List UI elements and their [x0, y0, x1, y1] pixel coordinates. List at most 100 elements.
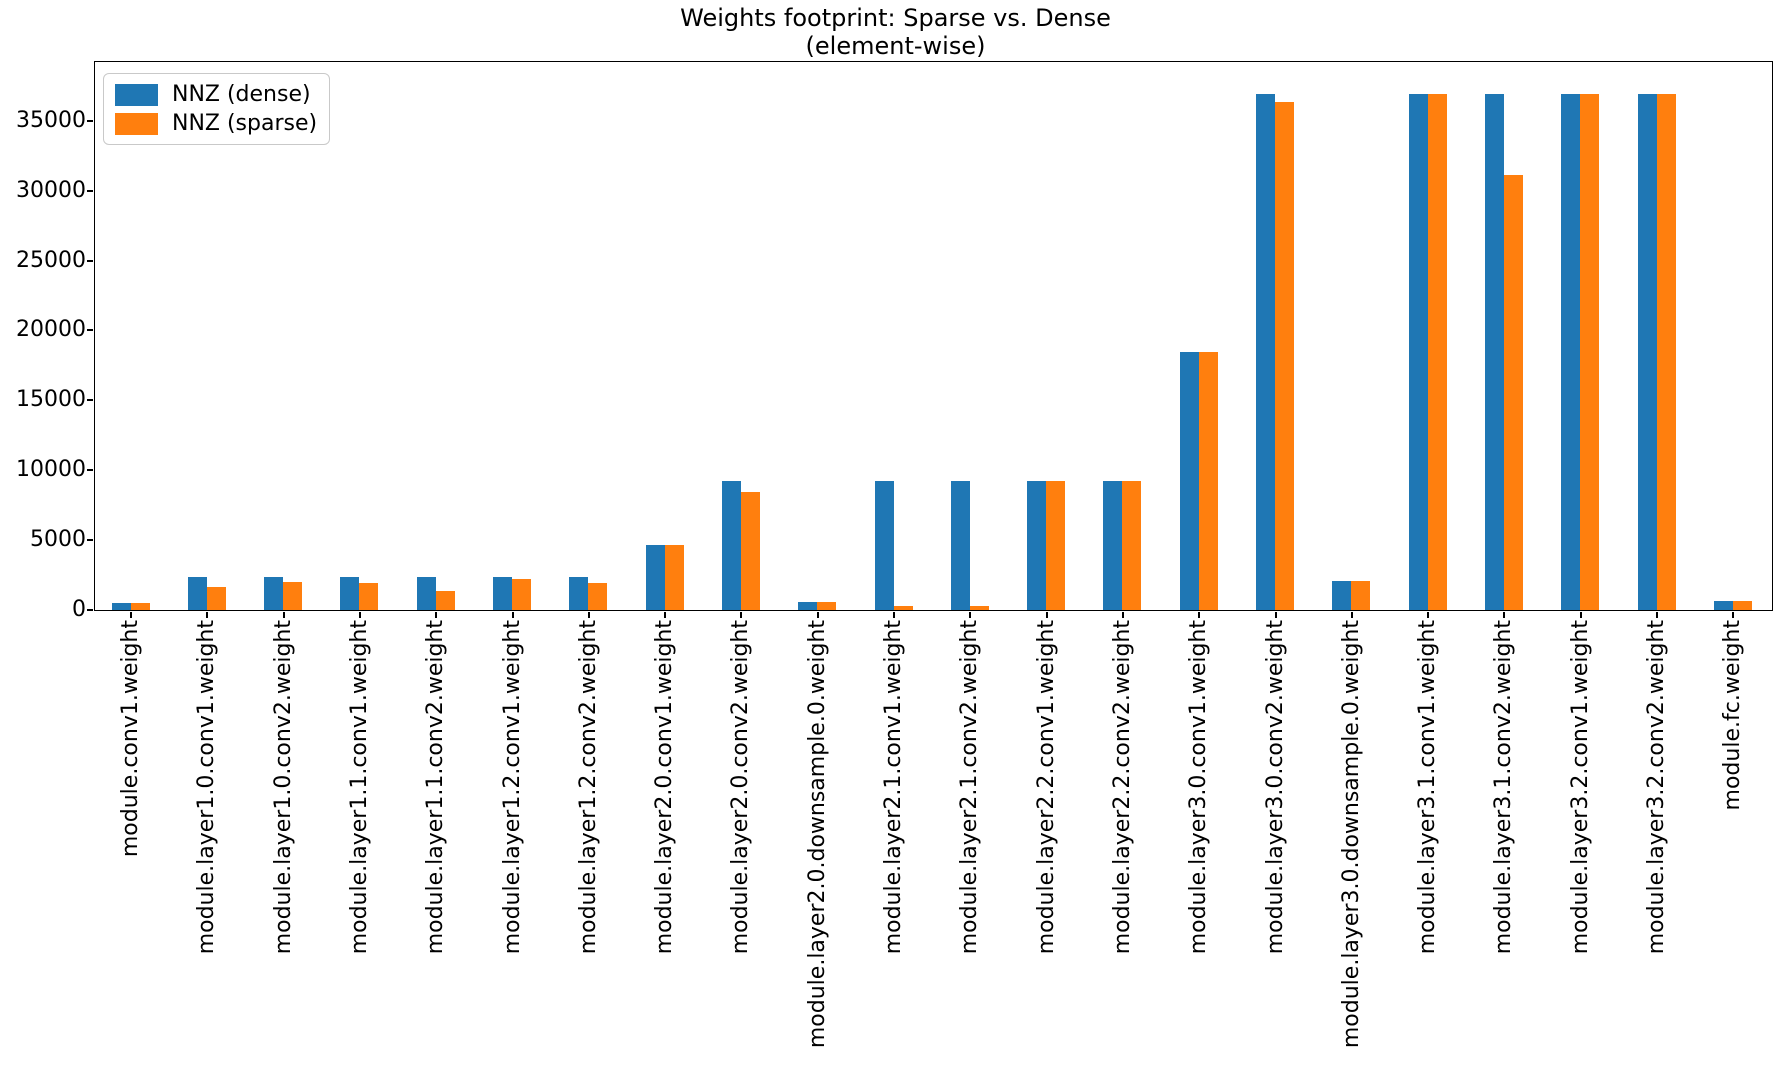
bar-sparse: [283, 581, 303, 610]
x-tick-mark: [1198, 611, 1201, 618]
bar-dense: [187, 577, 207, 610]
y-tick-label: 10000: [16, 457, 86, 483]
plot-area: [93, 60, 1773, 611]
x-tick-label: module.layer1.0.conv2.weight: [270, 620, 296, 955]
y-tick-mark: [87, 399, 93, 402]
bar-sparse: [1503, 174, 1523, 610]
x-tick-mark: [1656, 611, 1658, 618]
legend: NNZ (dense) NNZ (sparse): [103, 73, 330, 145]
x-tick-mark: [1503, 611, 1506, 618]
bar-sparse: [969, 605, 989, 610]
bar-dense: [340, 577, 360, 610]
bar-sparse: [1198, 351, 1218, 610]
x-tick-mark: [282, 611, 285, 618]
bar-dense: [1103, 480, 1123, 610]
title-block: Weights footprint: Sparse vs. Dense (ele…: [0, 4, 1791, 60]
y-tick-label: 30000: [16, 177, 86, 203]
bar-dense: [1332, 580, 1352, 610]
legend-item-dense: NNZ (dense): [115, 81, 318, 107]
y-tick-label: 5000: [30, 527, 86, 553]
x-tick-mark: [1579, 611, 1582, 618]
bar-sparse: [664, 545, 684, 610]
bar-dense: [416, 577, 436, 610]
x-tick-label: module.layer3.2.conv1.weight: [1567, 620, 1593, 955]
bar-sparse: [1046, 480, 1066, 610]
legend-item-sparse: NNZ (sparse): [115, 111, 318, 136]
bar-sparse: [817, 602, 837, 610]
x-tick-label: module.layer2.2.conv2.weight: [1109, 620, 1135, 955]
bar-sparse: [1656, 94, 1676, 610]
bar-dense: [111, 603, 131, 610]
y-tick-mark: [87, 189, 93, 192]
bar-sparse: [588, 582, 608, 610]
x-tick-label: module.layer3.0.conv2.weight: [1262, 620, 1288, 955]
x-tick-mark: [206, 611, 209, 618]
legend-swatch-dense-icon: [115, 83, 158, 106]
x-tick-label: module.layer2.1.conv1.weight: [881, 620, 906, 955]
x-tick-label: module.layer3.0.conv1.weight: [1186, 620, 1212, 955]
x-tick-label: module.layer2.0.conv1.weight: [652, 620, 678, 955]
bar-sparse: [1732, 600, 1752, 610]
bar-dense: [493, 577, 512, 610]
bar-dense: [645, 545, 665, 610]
x-tick-mark: [1732, 611, 1735, 618]
bar-dense: [1713, 600, 1733, 610]
x-tick-mark: [1045, 611, 1048, 618]
bar-dense: [264, 577, 284, 610]
bar-dense: [1408, 94, 1428, 610]
x-tick-mark: [130, 611, 132, 618]
bar-dense: [1027, 480, 1047, 610]
x-tick-mark: [358, 611, 361, 618]
x-tick-label: module.layer2.0.conv2.weight: [728, 620, 754, 955]
chart-title: Weights footprint: Sparse vs. Dense: [680, 4, 1111, 32]
legend-label-dense: NNZ (dense): [172, 81, 311, 107]
y-tick-label: 15000: [16, 387, 86, 413]
y-tick-mark: [87, 469, 93, 472]
bar-dense: [1484, 94, 1504, 610]
bar-dense: [1256, 94, 1275, 610]
bar-sparse: [130, 603, 150, 610]
y-tick-label: 20000: [16, 317, 86, 343]
y-tick-label: 0: [72, 597, 86, 622]
x-tick-mark: [1350, 611, 1353, 618]
x-tick-label: module.layer1.1.conv2.weight: [423, 620, 449, 955]
x-tick-label: module.layer2.1.conv2.weight: [957, 620, 983, 955]
y-tick-mark: [87, 259, 93, 262]
bar-sparse: [1122, 480, 1142, 610]
x-tick-label: module.layer2.0.downsample.0.weight: [804, 620, 830, 1049]
bar-dense: [1637, 94, 1657, 610]
x-tick-label: module.layer3.1.conv1.weight: [1415, 620, 1441, 955]
x-tick-mark: [1121, 611, 1124, 618]
bar-sparse: [1275, 102, 1294, 610]
x-tick-label: module.layer1.1.conv1.weight: [346, 620, 372, 955]
x-tick-label: module.layer3.0.downsample.0.weight: [1338, 620, 1364, 1049]
x-tick-mark: [511, 611, 514, 618]
chart-subtitle: (element-wise): [805, 32, 986, 60]
bar-dense: [1179, 351, 1199, 610]
x-tick-mark: [587, 611, 590, 618]
bar-dense: [569, 577, 589, 610]
bar-dense: [721, 480, 741, 610]
bar-dense: [798, 602, 818, 610]
legend-swatch-sparse-icon: [115, 112, 158, 135]
bar-sparse: [740, 492, 760, 610]
x-tick-mark: [1274, 611, 1277, 618]
x-tick-label: module.fc.weight: [1720, 620, 1746, 811]
bar-sparse: [512, 579, 531, 610]
x-tick-label: module.conv1.weight: [118, 620, 143, 858]
x-tick-mark: [969, 611, 972, 618]
bar-sparse: [206, 587, 226, 610]
bar-sparse: [1580, 94, 1600, 610]
y-tick-mark: [87, 119, 93, 122]
y-tick-mark: [87, 539, 93, 542]
bar-sparse: [1427, 94, 1447, 610]
y-tick-label: 25000: [16, 247, 86, 273]
x-tick-label: module.layer3.2.conv2.weight: [1644, 620, 1669, 955]
bar-dense: [950, 480, 970, 610]
x-tick-label: module.layer2.2.conv1.weight: [1033, 620, 1059, 955]
bar-sparse: [1351, 580, 1371, 610]
x-tick-mark: [816, 611, 819, 618]
y-tick-mark: [87, 609, 93, 611]
x-tick-mark: [664, 611, 667, 618]
